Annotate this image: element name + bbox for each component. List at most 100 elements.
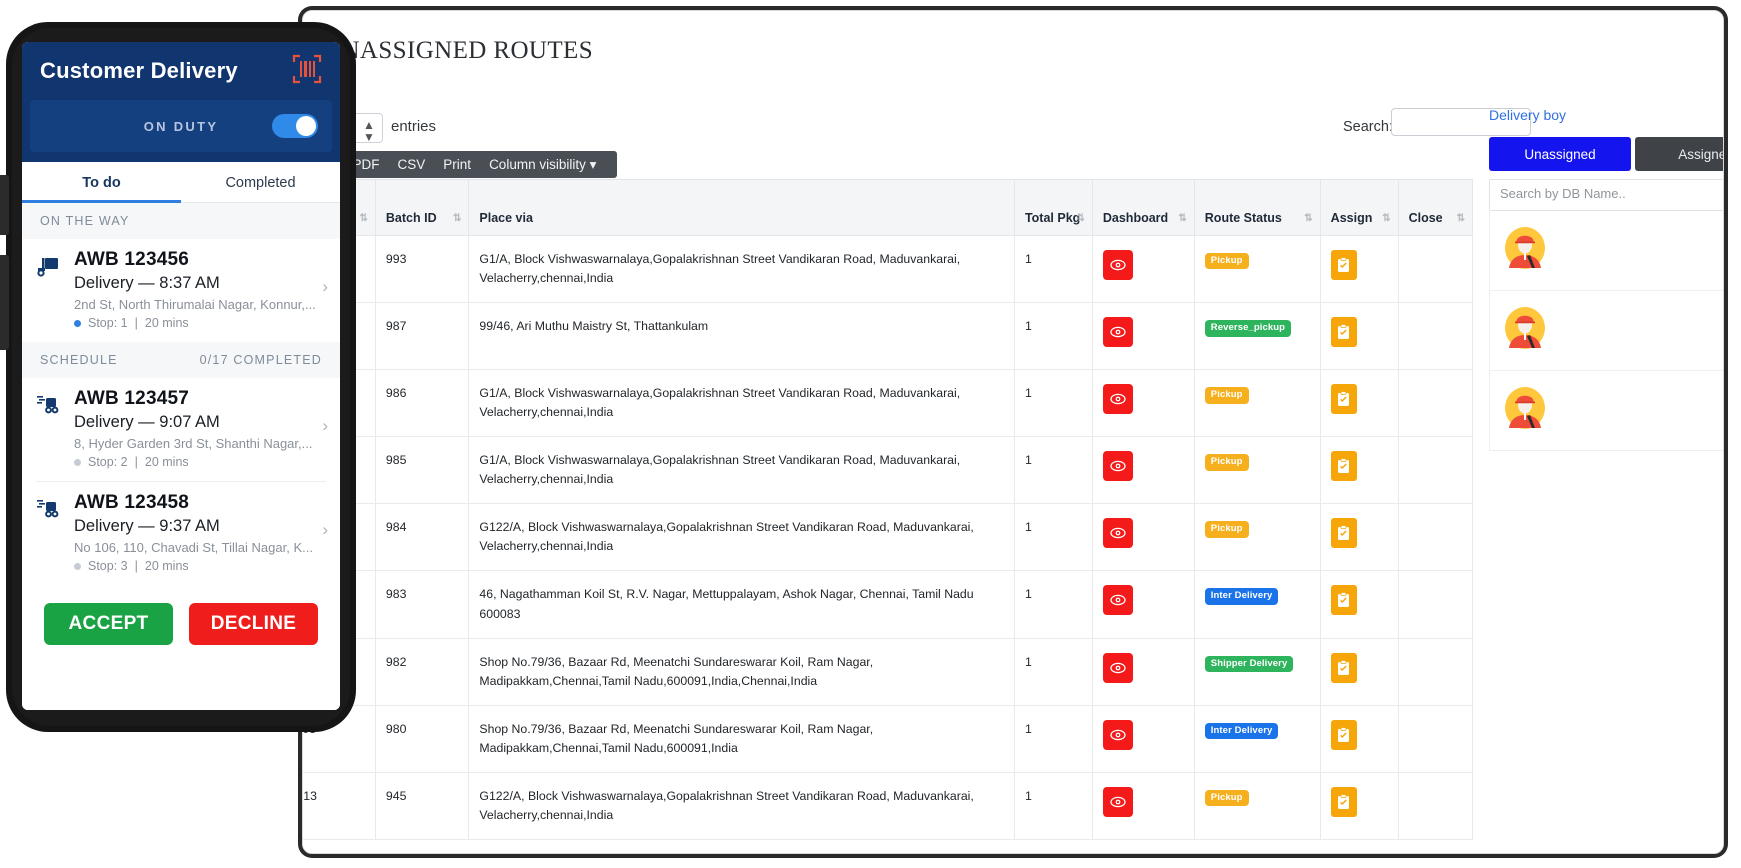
trip-sep: | bbox=[134, 455, 138, 469]
column-header-close[interactable]: Close ⇅ bbox=[1397, 179, 1474, 236]
dashboard-view-button[interactable] bbox=[1102, 250, 1133, 280]
assign-button[interactable] bbox=[1330, 786, 1357, 817]
tab-unassigned[interactable]: Unassigned bbox=[1489, 137, 1631, 171]
cell-total-pkg: 1 bbox=[1013, 771, 1093, 840]
trip-card[interactable]: AWB 123456 Delivery — 8:37 AM 2nd St, Nort… bbox=[22, 239, 340, 342]
decline-button[interactable]: DECLINE bbox=[189, 603, 318, 645]
table-row: 2021-11-04 11:58:32982Shop No.79/36, Baz… bbox=[303, 637, 1474, 706]
cell-assign bbox=[1319, 771, 1399, 840]
column-header-route-status[interactable]: Route Status ⇅ bbox=[1193, 179, 1321, 236]
export-button-print[interactable]: Print bbox=[443, 157, 472, 172]
status-badge: Inter Delivery bbox=[1204, 722, 1279, 740]
cell-place-via: G122/A, Block Vishwaswarnalaya,Gopalakri… bbox=[468, 503, 1015, 572]
cell-close bbox=[1397, 436, 1474, 505]
sort-arrows-icon[interactable]: ⇅ bbox=[1178, 213, 1186, 224]
column-header-dashboard[interactable]: Dashboard ⇅ bbox=[1091, 179, 1195, 236]
assign-button[interactable] bbox=[1330, 585, 1357, 616]
cell-dashboard bbox=[1091, 436, 1195, 505]
phone-screen: Customer Delivery bbox=[22, 42, 340, 710]
dashboard-view-button[interactable] bbox=[1102, 317, 1133, 348]
chevron-right-icon[interactable]: › bbox=[322, 416, 328, 435]
stop-dot-icon bbox=[74, 458, 81, 466]
search-input[interactable] bbox=[1391, 108, 1531, 136]
assign-button[interactable] bbox=[1330, 451, 1357, 482]
cell-place-via: 46, Nagathamman Koil St, R.V. Nagar, Met… bbox=[468, 570, 1015, 639]
dashboard-view-button[interactable] bbox=[1102, 652, 1133, 683]
assign-button[interactable] bbox=[1330, 250, 1357, 280]
table-row: 2021-11-04 15:26:2398799/46, Ari Muthu M… bbox=[303, 302, 1474, 371]
sort-arrows-icon[interactable]: ⇅ bbox=[1076, 213, 1084, 224]
tab-todo[interactable]: To do bbox=[22, 162, 181, 203]
phone-side-button-lower[interactable] bbox=[0, 255, 9, 350]
trip-stop: Stop: 2 bbox=[88, 455, 128, 469]
export-button-csv[interactable]: CSV bbox=[397, 157, 426, 172]
trip-stop-info: Stop: 3 | 20 mins bbox=[74, 559, 326, 573]
export-button-pdf[interactable]: PDF bbox=[352, 157, 380, 172]
trip-details: AWB 123458 Delivery — 9:37 AM No 106, 110,… bbox=[74, 492, 326, 573]
cell-place-via: G1/A, Block Vishwaswarnalaya,Gopalakrish… bbox=[468, 436, 1015, 505]
cell-batch-id: 985 bbox=[374, 436, 470, 505]
delivery-truck-icon bbox=[36, 388, 64, 469]
trip-sep: | bbox=[134, 316, 138, 330]
column-header-place-via[interactable]: Place via bbox=[468, 179, 1015, 236]
assign-button[interactable] bbox=[1330, 719, 1357, 750]
cell-batch-id: 983 bbox=[374, 570, 470, 639]
sort-arrows-icon[interactable]: ⇅ bbox=[1456, 213, 1465, 224]
trip-stop: Stop: 3 bbox=[88, 559, 128, 573]
column-header-label: Close bbox=[1408, 211, 1443, 225]
trip-card[interactable]: AWB 123457 Delivery — 9:07 AM 8, Hyder Gar… bbox=[22, 378, 340, 481]
delivery-boy-search-input[interactable]: Search by DB Name.. bbox=[1489, 179, 1723, 211]
dashboard-view-button[interactable] bbox=[1102, 719, 1133, 750]
search-label: Search: bbox=[1343, 119, 1393, 135]
barcode-scan-icon[interactable] bbox=[292, 54, 322, 89]
export-button-column-visibility[interactable]: Column visibility ▾ bbox=[489, 156, 597, 172]
phone-device: Customer Delivery bbox=[12, 28, 350, 726]
accept-button[interactable]: ACCEPT bbox=[44, 603, 173, 645]
tab-assigned[interactable]: Assigned bbox=[1635, 137, 1723, 171]
status-badge: Reverse_pickup bbox=[1204, 320, 1292, 337]
cell-dashboard bbox=[1091, 503, 1195, 572]
assign-button[interactable] bbox=[1330, 384, 1357, 415]
sort-arrows-icon[interactable]: ⇅ bbox=[1382, 213, 1390, 224]
dashboard-view-button[interactable] bbox=[1102, 518, 1133, 549]
column-header-assign[interactable]: Assign ⇅ bbox=[1319, 179, 1399, 236]
assign-button[interactable] bbox=[1330, 652, 1357, 683]
dashboard-view-button[interactable] bbox=[1102, 384, 1133, 415]
delivery-boy-item[interactable] bbox=[1490, 291, 1723, 371]
status-badge: Pickup bbox=[1204, 253, 1249, 270]
chevron-right-icon[interactable]: › bbox=[322, 520, 328, 539]
dashboard-view-button[interactable] bbox=[1102, 786, 1133, 817]
cell-total-pkg: 1 bbox=[1013, 302, 1093, 371]
cell-route-status: Pickup bbox=[1193, 369, 1321, 438]
phone-side-button-upper[interactable] bbox=[0, 175, 9, 235]
delivery-boy-item[interactable] bbox=[1490, 211, 1723, 291]
cell-close bbox=[1397, 369, 1474, 438]
trip-card[interactable]: AWB 123458 Delivery — 9:37 AM No 106, 110,… bbox=[22, 482, 340, 585]
assign-button[interactable] bbox=[1330, 518, 1357, 549]
cell-assign bbox=[1319, 302, 1399, 371]
routes-table-body: 2021-11-12 08:45:17993G1/A, Block Vishwa… bbox=[303, 234, 1474, 840]
column-header-label: Assign bbox=[1330, 211, 1373, 225]
delivery-boy-list bbox=[1489, 211, 1723, 451]
cell-total-pkg: 1 bbox=[1013, 503, 1093, 572]
divider bbox=[36, 481, 326, 482]
cell-route-status: Inter Delivery bbox=[1193, 570, 1321, 639]
dashboard-view-button[interactable] bbox=[1102, 451, 1133, 482]
section-on-the-way: ON THE WAY bbox=[22, 203, 340, 239]
column-header-batch-id[interactable]: Batch ID ⇅ bbox=[374, 179, 470, 236]
sort-arrows-icon[interactable]: ⇅ bbox=[1304, 213, 1312, 224]
on-duty-toggle[interactable] bbox=[272, 114, 318, 138]
tab-completed[interactable]: Completed bbox=[225, 175, 296, 191]
delivery-boy-title[interactable]: Delivery boy bbox=[1489, 107, 1567, 123]
assign-button[interactable] bbox=[1330, 317, 1357, 348]
dashboard-view-button[interactable] bbox=[1102, 585, 1133, 616]
trip-list-scheduled: AWB 123457 Delivery — 9:07 AM 8, Hyder Gar… bbox=[22, 378, 340, 585]
sort-arrows-icon[interactable]: ⇅ bbox=[359, 213, 368, 224]
chevron-right-icon[interactable]: › bbox=[322, 277, 328, 296]
sort-arrows-icon[interactable]: ⇅ bbox=[453, 213, 461, 224]
delivery-boy-item[interactable] bbox=[1490, 371, 1723, 450]
column-header-total-pkg[interactable]: Total Pkg ⇅ bbox=[1013, 179, 1093, 236]
section-schedule-label: SCHEDULE bbox=[40, 353, 118, 367]
